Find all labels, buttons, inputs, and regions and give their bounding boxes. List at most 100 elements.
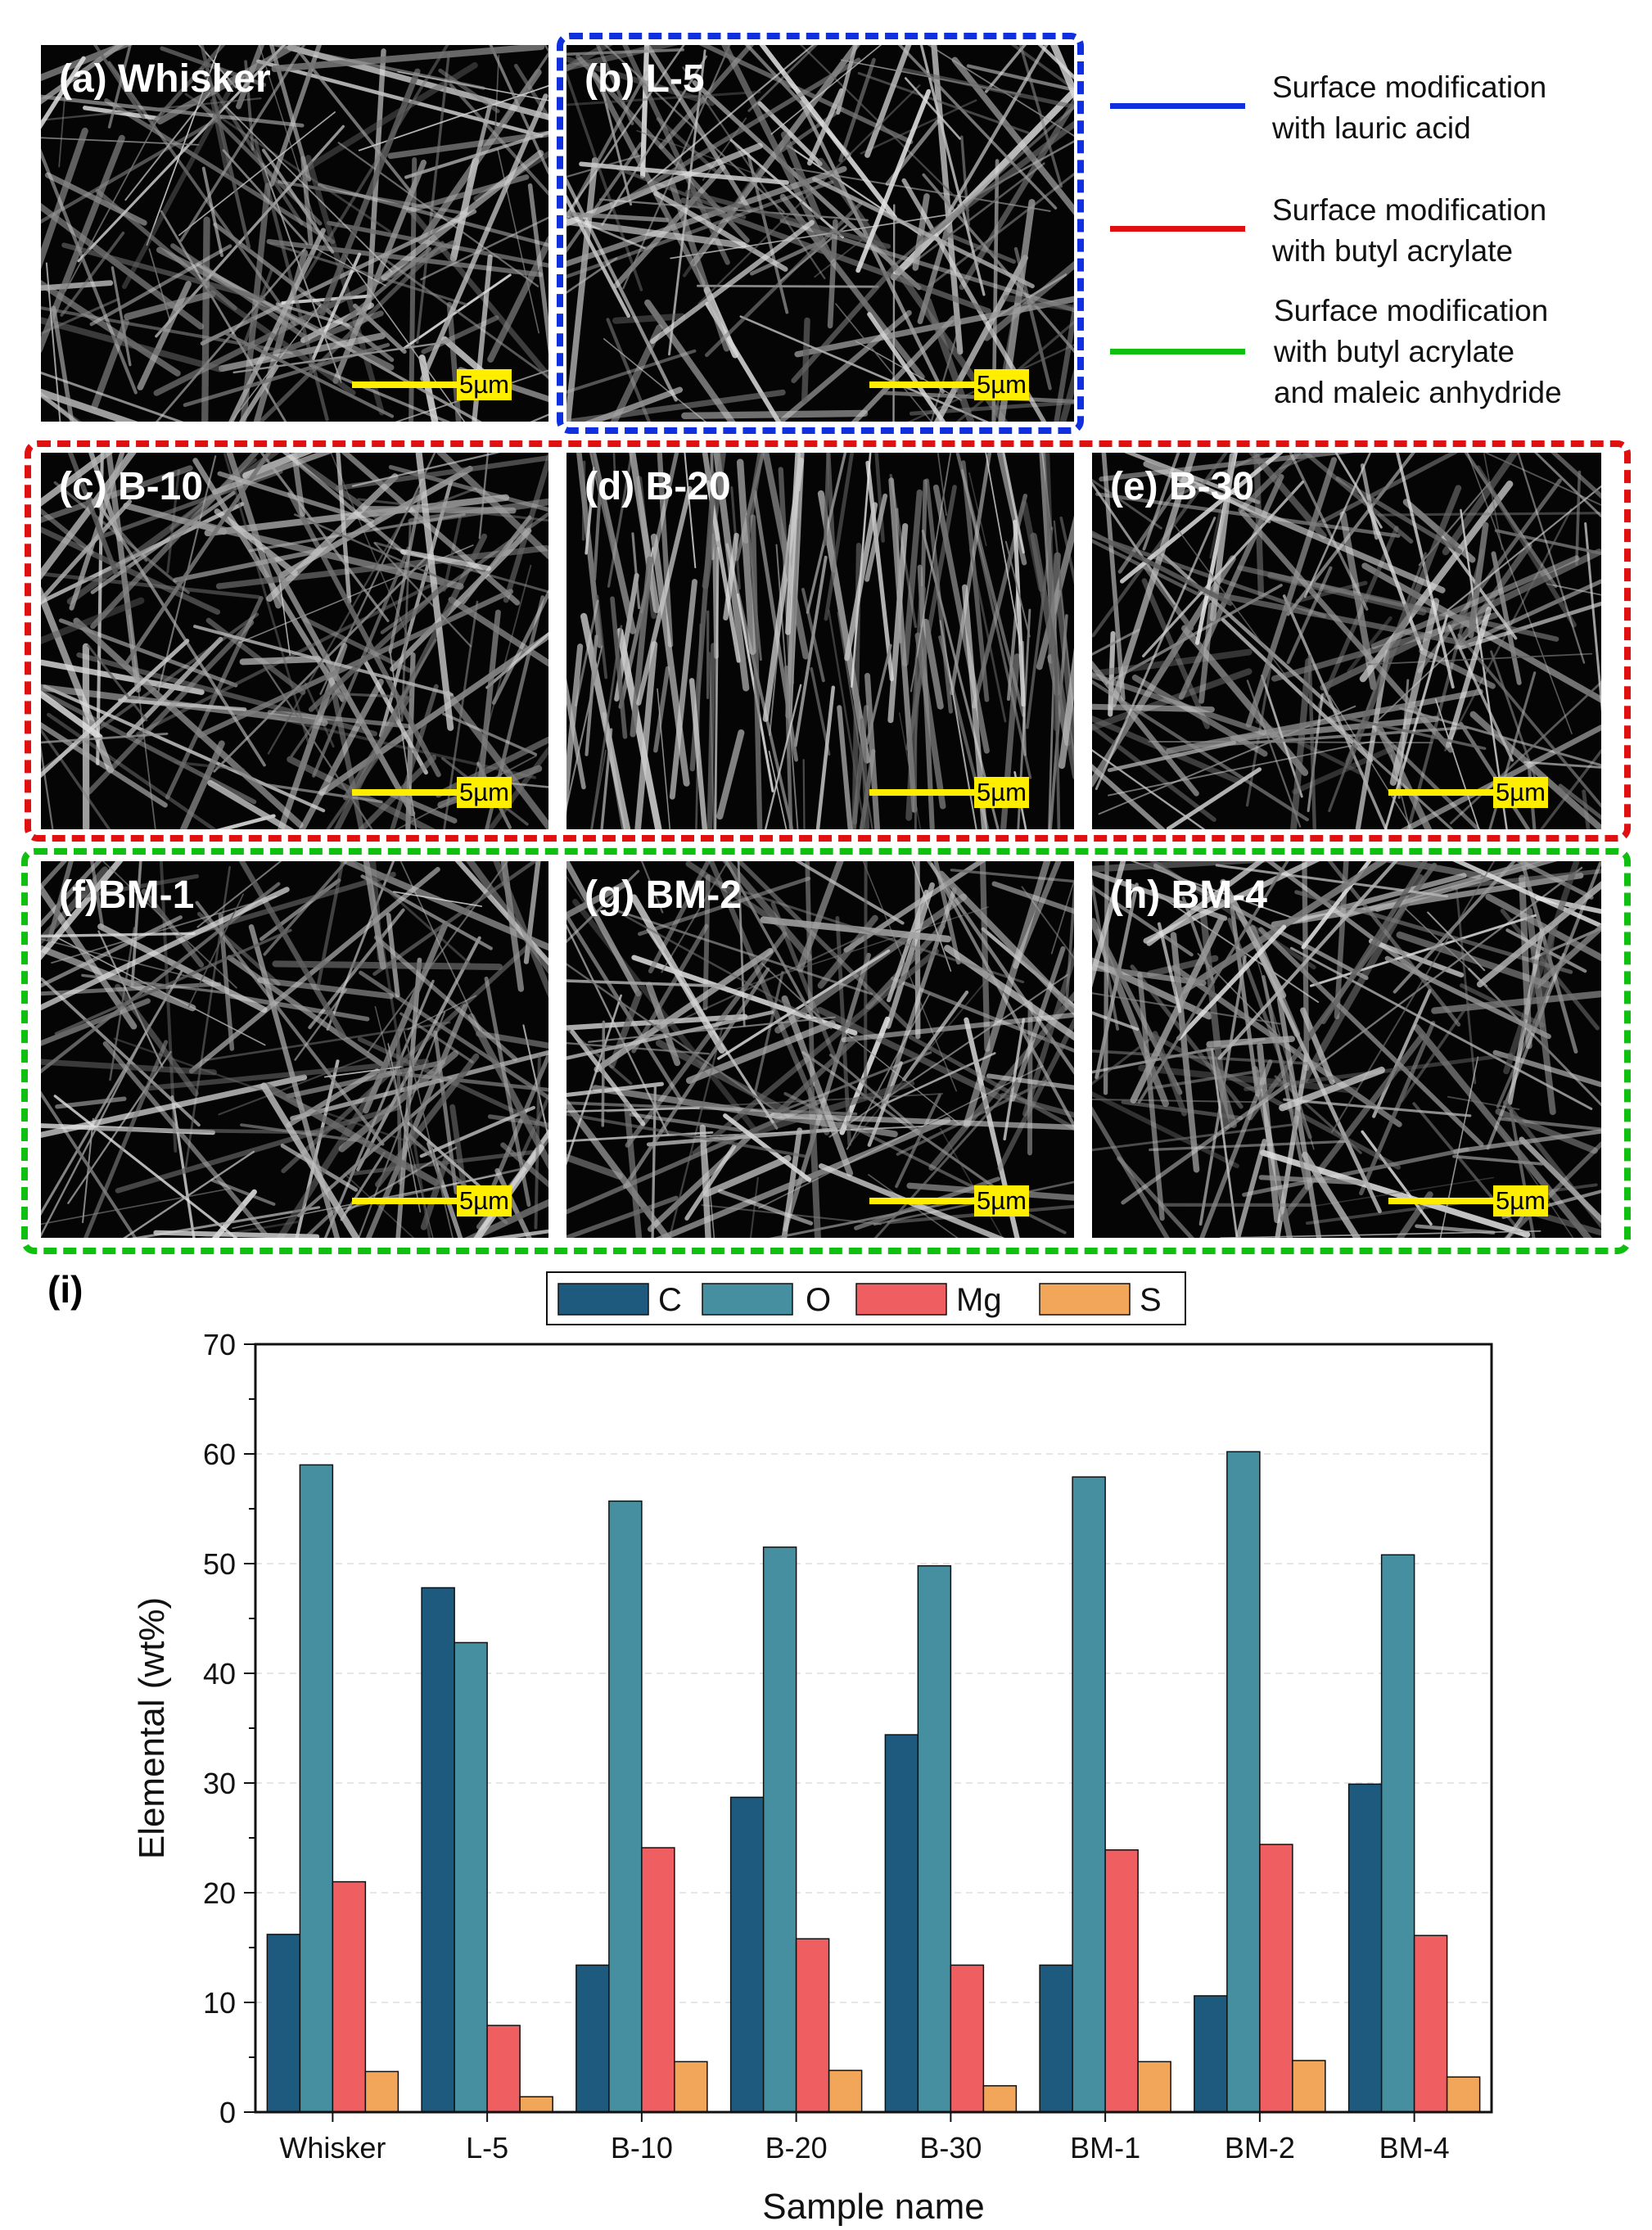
legend-label-C: C xyxy=(658,1282,682,1318)
y-tick-label: 10 xyxy=(203,1986,236,2020)
legend-line-blue xyxy=(1110,103,1245,109)
x-axis-title: Sample name xyxy=(762,2187,984,2227)
bar-Mg xyxy=(795,1938,830,2113)
bar-S xyxy=(519,2096,553,2113)
bar-S xyxy=(828,2070,863,2113)
scale-bar-label: 5µm xyxy=(1493,1185,1548,1217)
bar-C xyxy=(421,1587,455,2113)
legend-line-1: Surface modification xyxy=(1272,70,1547,104)
scale-bar xyxy=(352,1198,458,1204)
legend-line-2: with butyl acrylate xyxy=(1272,234,1514,268)
panel-label: (g) BM-2 xyxy=(585,873,742,917)
legend-swatch-Mg xyxy=(855,1283,947,1316)
legend-line-1: Surface modification xyxy=(1274,294,1549,327)
legend-swatch-C xyxy=(557,1283,649,1316)
legend-line-3: and maleic anhydride xyxy=(1274,376,1562,409)
bar-O xyxy=(1072,1476,1106,2113)
legend-label-S: S xyxy=(1140,1282,1162,1318)
fiber-texture xyxy=(1092,861,1601,1238)
sem-panel-b: (b) L-5 5µm xyxy=(566,45,1074,422)
bar-S xyxy=(674,2061,708,2113)
y-axis-title: Elemental (wt%) xyxy=(132,1597,172,1859)
bar-Mg xyxy=(486,2025,521,2113)
plot-frame xyxy=(254,1343,1493,2114)
x-tick-label: BM-4 xyxy=(1379,2131,1450,2165)
fiber-texture xyxy=(566,861,1074,1238)
y-tick-label: 20 xyxy=(203,1876,236,1910)
fiber-texture xyxy=(41,861,548,1238)
bar-O xyxy=(299,1464,334,2113)
bar-Mg xyxy=(1413,1934,1448,2113)
scale-bar-label: 5µm xyxy=(974,777,1029,808)
fiber-texture xyxy=(566,45,1074,422)
bar-Mg xyxy=(950,1964,985,2113)
scale-bar-label: 5µm xyxy=(974,369,1029,400)
bar-Mg xyxy=(1104,1849,1139,2113)
x-tick-label: BM-2 xyxy=(1225,2131,1295,2165)
legend-line-red xyxy=(1110,226,1245,232)
x-tick-label: BM-1 xyxy=(1070,2131,1140,2165)
legend-swatch-S xyxy=(1039,1283,1131,1316)
scale-bar xyxy=(869,789,976,796)
bar-C xyxy=(1194,1995,1228,2113)
fiber-texture xyxy=(41,453,548,829)
sem-panel-a: (a) Whisker 5µm xyxy=(41,45,548,422)
scale-bar-label: 5µm xyxy=(457,369,512,400)
fiber-texture xyxy=(41,45,548,422)
legend-label-Mg: Mg xyxy=(956,1282,1002,1318)
sem-panel-d: (d) B-20 5µm xyxy=(566,453,1074,829)
x-tick-label: B-20 xyxy=(765,2131,828,2165)
lauric-acid-group-box xyxy=(557,33,1084,434)
legend-line-2: with butyl acrylate xyxy=(1274,335,1515,368)
bar-Mg xyxy=(332,1880,367,2113)
legend-line-2: with lauric acid xyxy=(1272,111,1471,145)
panel-label: (b) L-5 xyxy=(585,57,705,101)
bar-S xyxy=(1137,2061,1171,2113)
x-tick-label: Whisker xyxy=(279,2131,386,2165)
legend-line-green xyxy=(1110,349,1245,354)
panel-label: (e) B-30 xyxy=(1110,465,1255,508)
bar-Mg xyxy=(1259,1844,1293,2113)
panel-label: (h) BM-4 xyxy=(1110,873,1267,917)
chart-panel-label: (i) xyxy=(47,1268,84,1311)
scale-bar xyxy=(869,1198,976,1204)
scale-bar xyxy=(352,789,458,796)
sem-panel-g: (g) BM-2 5µm xyxy=(566,861,1074,1238)
legend-text-butyl-maleic: Surface modification with butyl acrylate… xyxy=(1274,291,1562,413)
bar-C xyxy=(575,1964,610,2113)
bar-S xyxy=(982,2085,1018,2113)
bar-O xyxy=(762,1546,797,2113)
x-tick-label: B-30 xyxy=(919,2131,982,2165)
scale-bar-label: 5µm xyxy=(457,777,512,808)
butyl-acrylate-group-box xyxy=(25,440,1631,842)
bar-O xyxy=(608,1500,643,2113)
bar-S xyxy=(1446,2076,1481,2113)
y-tick-label: 0 xyxy=(219,2096,236,2129)
sem-panel-c: (c) B-10 5µm xyxy=(41,453,548,829)
bar-O xyxy=(917,1564,952,2113)
scale-bar xyxy=(869,381,976,388)
x-tick-label: L-5 xyxy=(466,2131,508,2165)
bar-O xyxy=(1380,1554,1415,2113)
bar-C xyxy=(266,1934,301,2113)
legend-label-O: O xyxy=(806,1282,831,1318)
scale-bar-label: 5µm xyxy=(1493,777,1548,808)
y-tick-label: 70 xyxy=(203,1328,236,1361)
scale-bar-label: 5µm xyxy=(974,1185,1029,1217)
x-tick-label: B-10 xyxy=(611,2131,673,2165)
fiber-texture xyxy=(1092,453,1601,829)
bar-C xyxy=(1039,1964,1073,2113)
panel-label: (a) Whisker xyxy=(59,57,271,101)
panel-label: (f)BM-1 xyxy=(59,873,195,917)
bar-C xyxy=(884,1734,919,2113)
sem-panel-h: (h) BM-4 5µm xyxy=(1092,861,1601,1238)
legend-text-lauric: Surface modification with lauric acid xyxy=(1272,67,1546,149)
bar-O xyxy=(454,1641,488,2113)
sem-panel-e: (e) B-30 5µm xyxy=(1092,453,1601,829)
y-tick-label: 60 xyxy=(203,1438,236,1471)
bar-C xyxy=(1347,1783,1383,2113)
bar-C xyxy=(729,1796,765,2113)
panel-label: (c) B-10 xyxy=(59,465,204,508)
fiber-texture xyxy=(566,453,1074,829)
scale-bar-label: 5µm xyxy=(457,1185,512,1217)
